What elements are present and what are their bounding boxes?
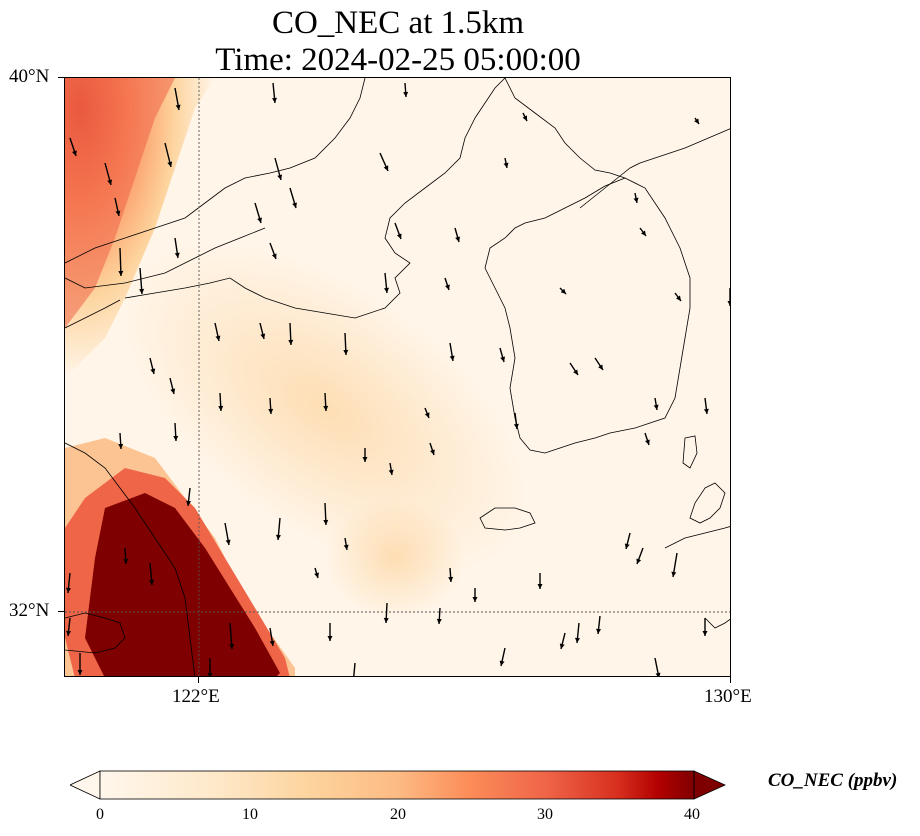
colorbar-gradient	[100, 771, 694, 799]
tick-40N	[58, 77, 64, 78]
colorbar-tick-10: 10	[242, 806, 258, 823]
colorbar-label: CO_NEC (ppbv)	[768, 770, 898, 791]
colorbar-min-extend	[70, 770, 101, 800]
coastlines	[65, 78, 730, 676]
tick-122E	[198, 677, 199, 683]
colorbar-max-extend	[693, 770, 726, 800]
concentration-map	[65, 78, 730, 676]
colorbar-tick-0: 0	[96, 806, 104, 823]
moderate-patch	[325, 498, 465, 618]
colorbar	[70, 770, 726, 800]
lon-label-122E: 122°E	[172, 686, 220, 707]
lon-label-130E: 130°E	[704, 686, 752, 707]
map-title-line1: CO_NEC at 1.5km	[271, 5, 525, 41]
tick-130E	[730, 677, 731, 683]
map-panel	[64, 77, 731, 677]
wind-arrows	[66, 82, 730, 676]
map-title-line2: Time: 2024-02-25 05:00:00	[215, 42, 581, 78]
colorbar-tick-20: 20	[390, 806, 406, 823]
lat-label-32N: 32°N	[9, 600, 50, 621]
lat-label-40N: 40°N	[9, 66, 50, 87]
tick-32N	[58, 611, 64, 612]
colorbar-tick-40: 40	[684, 806, 700, 823]
colorbar-tick-30: 30	[537, 806, 553, 823]
